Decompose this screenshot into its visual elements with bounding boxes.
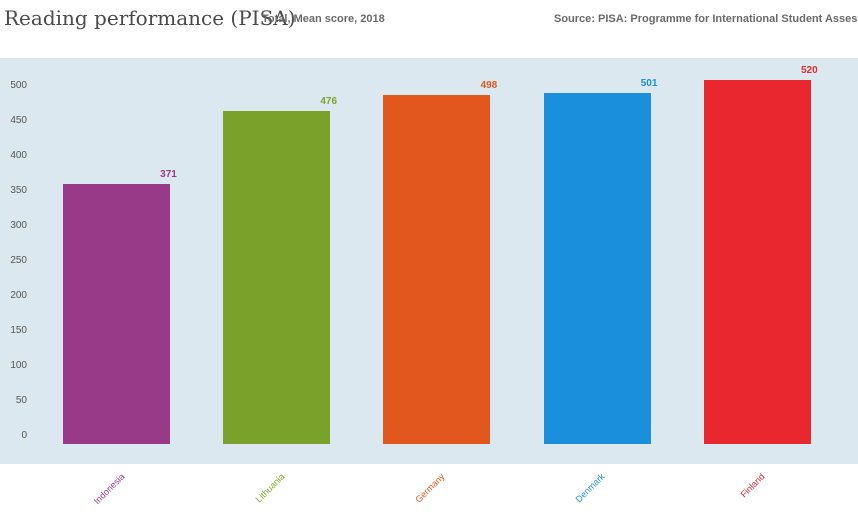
chart-source[interactable]: Source: PISA: Programme for Internationa… (554, 13, 858, 25)
y-tick-label: 400 (10, 150, 27, 161)
y-tick-label: 50 (15, 395, 27, 406)
chart-subtitle: Total, Mean score, 2018 (262, 13, 385, 25)
data-label: 498 (480, 80, 498, 92)
y-tick-label: 0 (21, 430, 27, 441)
chart-header: Reading performance (PISA) Total, Mean s… (0, 0, 858, 58)
y-tick-label: 100 (10, 360, 27, 371)
y-tick-label: 450 (10, 115, 27, 126)
bar-finland[interactable] (703, 80, 811, 444)
plot-area: 0 50 100 150 200 250 300 350 400 450 500 371 476 498 5… (0, 58, 858, 464)
y-tick-label: 150 (10, 325, 27, 336)
x-tick-label: Denmark (573, 471, 607, 505)
bar-germany[interactable] (383, 95, 491, 444)
y-tick-label: 250 (10, 255, 27, 266)
x-tick-label: Finland (738, 471, 767, 500)
y-tick-label: 300 (10, 220, 27, 231)
bar-lithuania[interactable] (223, 110, 331, 444)
data-label: 501 (640, 78, 658, 90)
x-tick-label: Lithuania (253, 471, 287, 505)
data-label: 476 (320, 95, 338, 107)
bar-indonesia[interactable] (63, 184, 170, 444)
x-tick-label: Indonesia (91, 471, 127, 507)
data-label: 520 (800, 65, 818, 76)
y-tick-label: 500 (10, 80, 27, 91)
x-tick-label: Germany (413, 471, 447, 505)
data-label: 371 (160, 169, 177, 181)
y-tick-label: 350 (10, 185, 27, 196)
chart-title: Reading performance (PISA) (4, 6, 296, 30)
bar-denmark[interactable] (543, 93, 651, 444)
y-tick-label: 200 (10, 290, 27, 301)
